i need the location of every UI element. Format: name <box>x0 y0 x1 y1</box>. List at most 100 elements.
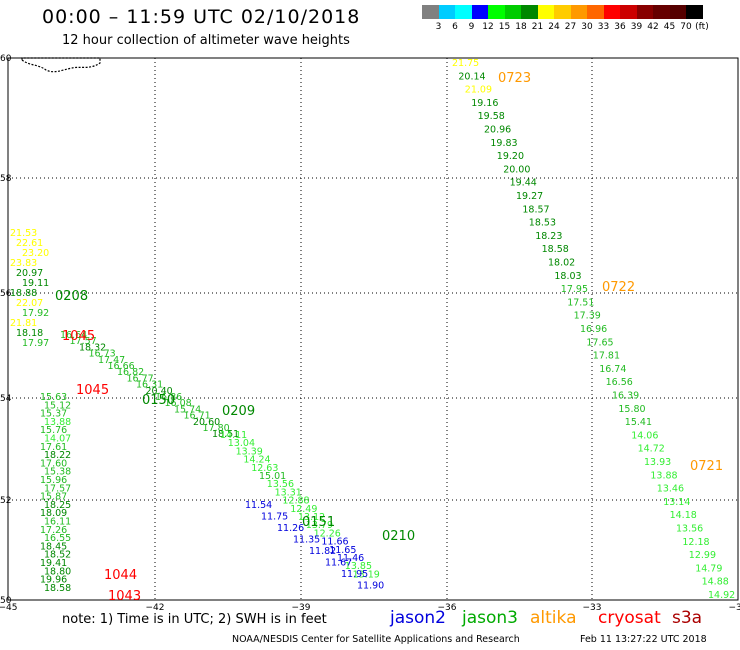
jason3-swh-value: 15.12 <box>44 400 71 411</box>
jason3-time-label: 0208 <box>55 289 88 304</box>
colorbar-swatch <box>471 5 488 19</box>
jason3-swh-value: 20.40 <box>146 386 173 397</box>
colorbar-swatch <box>669 5 686 19</box>
jason3-swh-value: 19.96 <box>40 575 67 586</box>
jason3-swh-value: 17.60 <box>40 458 67 469</box>
altika-swh-value: 13.88 <box>650 470 677 481</box>
jason3-swh-value: 16.64 <box>60 330 87 341</box>
jason3-swh-value: 17.92 <box>22 308 49 319</box>
colorbar-value: 18 <box>515 22 527 32</box>
jason3-swh-value: 13.85 <box>345 561 372 572</box>
x-axis-ticks: −45 −42 −39 −36 −33 −30 <box>0 603 740 613</box>
cryosat-time-label: 1043 <box>108 589 141 604</box>
jason3-swh-value: 13.79 <box>306 520 333 531</box>
jason3-swh-value: 17.97 <box>22 338 49 349</box>
altika-swh-value: 16.56 <box>606 377 633 388</box>
altika-swh-value: 19.44 <box>510 178 537 189</box>
altika-swh-value: 13.46 <box>657 484 684 495</box>
jason3-swh-value: 18.51 <box>212 429 239 440</box>
colorbar-swatch <box>537 5 554 19</box>
jason3-swh-value: 18.45 <box>40 541 67 552</box>
jason2-swh-value: 11.67 <box>325 558 352 569</box>
jason3-swh-value: 13.04 <box>228 438 255 449</box>
altika-swh-value: 17.95 <box>561 284 588 295</box>
jason3-swh-value: 15.87 <box>40 492 67 503</box>
altika-swh-value: 21.75 <box>452 58 479 69</box>
jason3-time-label: 0209 <box>222 404 255 419</box>
jason3-swh-value: 16.66 <box>108 361 135 372</box>
altika-swh-value: 18.57 <box>522 204 549 215</box>
jason3-swh-value: 23.20 <box>22 248 49 259</box>
jason3-swh-value: 22.07 <box>16 298 43 309</box>
altika-swh-value: 19.58 <box>478 111 505 122</box>
jason2-swh-value: 11.75 <box>261 512 288 523</box>
jason3-swh-value: 13.56 <box>267 479 294 490</box>
altika-swh-value: 14.18 <box>670 510 697 521</box>
colorbar-swatch <box>653 5 670 19</box>
altika-swh-value: 19.27 <box>516 191 543 202</box>
altika-swh-value: 19.16 <box>471 98 498 109</box>
colorbar-swatch <box>521 5 538 19</box>
colorbar-value: 6 <box>452 22 458 32</box>
satellite-legend-item: altika <box>530 608 577 628</box>
altika-swh-value: 12.99 <box>689 550 716 561</box>
jason3-swh-value: 12.26 <box>314 528 341 539</box>
jason3-swh-value: 15.76 <box>40 425 67 436</box>
altika-swh-value: 14.79 <box>695 563 722 574</box>
jason3-swh-value: 12.88 <box>282 496 309 507</box>
jason3-swh-value: 15.38 <box>44 467 71 478</box>
colorbar-value: 42 <box>647 22 659 32</box>
jason3-swh-value: 14.24 <box>243 455 270 466</box>
altika-swh-value: 18.02 <box>548 258 575 269</box>
jason3-swh-value: 17.80 <box>203 423 230 434</box>
colorbar-value: 24 <box>548 22 560 32</box>
altika-swh-value: 21.09 <box>465 85 492 96</box>
altika-swh-value: 16.74 <box>599 364 626 375</box>
jason3-time-label: 0150 <box>142 393 175 408</box>
y-tick-label: 58 <box>0 174 12 184</box>
altika-swh-value: 13.56 <box>676 524 703 535</box>
jason3-swh-value: 11.66 <box>321 537 348 548</box>
jason3-swh-value: 16.08 <box>165 398 192 409</box>
colorbar-value: 3 <box>435 22 442 32</box>
colorbar-value: 21 <box>531 22 544 32</box>
jason3-swh-value: 17.61 <box>40 442 67 453</box>
jason3-time-label: 0151 <box>302 515 335 530</box>
jason2-swh-value: 11.35 <box>293 535 320 546</box>
jason2-swh-value: 11.54 <box>245 500 272 511</box>
altika-swh-value: 17.65 <box>586 337 613 348</box>
jason3-swh-value: 14.11 <box>220 430 247 441</box>
jason3-swh-value: 16.71 <box>184 411 211 422</box>
jason3-swh-value: 15.37 <box>40 409 67 420</box>
colorbar-swatch <box>488 5 505 19</box>
map-frame <box>7 57 739 601</box>
jason3-swh-value: 13.39 <box>236 446 263 457</box>
colorbar-swatch <box>438 5 455 19</box>
altika-swh-value: 14.92 <box>708 590 735 601</box>
x-tick-label: −30 <box>729 603 740 613</box>
colorbar-value: 15 <box>498 22 511 32</box>
altika-swh-value: 14.06 <box>631 430 658 441</box>
jason3-swh-value: 15.96 <box>40 475 67 486</box>
altika-swh-value: 18.58 <box>542 244 569 255</box>
coastline <box>21 57 101 73</box>
altika-swh-value: 18.53 <box>529 218 556 229</box>
jason3-swh-value: 15.63 <box>40 392 67 403</box>
y-tick-label: 60 <box>0 54 12 64</box>
x-tick-label: −39 <box>292 603 311 613</box>
generated-timestamp: Feb 11 13:27:22 UTC 2018 <box>580 634 707 645</box>
jason3-swh-value: 18.22 <box>44 450 71 461</box>
jason3-swh-value: 17.57 <box>44 483 71 494</box>
altika-swh-value: 18.23 <box>535 231 562 242</box>
colorbar-swatch <box>422 5 439 19</box>
altika-time-label: 0723 <box>498 71 531 86</box>
jason2-swh-value: 11.95 <box>341 569 368 580</box>
jason3-swh-value: 22.61 <box>16 238 43 249</box>
jason3-swh-value: 16.86 <box>155 392 182 403</box>
colorbar-value: 33 <box>597 22 610 32</box>
jason3-swh-value: 18.80 <box>44 566 71 577</box>
jason3-swh-value: 12.49 <box>290 504 317 515</box>
jason3-swh-value: 20.60 <box>193 417 220 428</box>
altika-swh-value: 15.80 <box>618 404 645 415</box>
colorbar-swatch <box>587 5 604 19</box>
